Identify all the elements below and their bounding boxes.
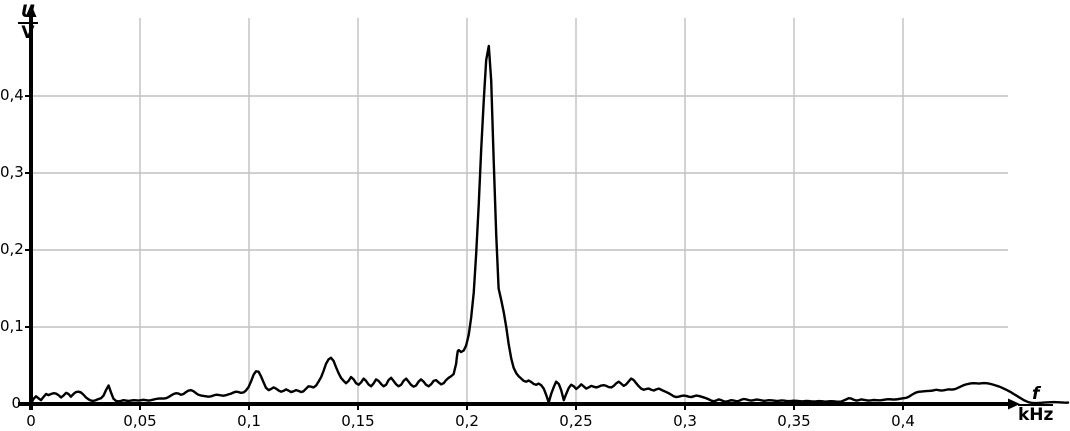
y-axis-label: U V: [18, 4, 38, 42]
x-axis-label: f kHz: [1018, 386, 1054, 425]
y-axis-label-denominator: V: [21, 23, 35, 43]
x-axis-arrow-icon: [1008, 398, 1020, 410]
x-tick-label: 0,15: [341, 412, 375, 430]
x-axis-label-denominator: kHz: [1018, 405, 1054, 425]
gridlines-group: [31, 18, 1008, 404]
y-tick-label: 0,2: [0, 240, 24, 258]
axes-group: [18, 4, 1020, 410]
x-tick-label: 0,1: [237, 412, 261, 430]
x-tick-label: 0,05: [123, 412, 157, 430]
y-tick-label: 0: [11, 394, 21, 412]
y-tick-label: 0,1: [0, 317, 24, 335]
y-axis-label-numerator: U: [18, 4, 38, 24]
x-tick-label: 0: [26, 412, 36, 430]
y-tick-label: 0,3: [0, 163, 24, 181]
x-tick-label: 0,35: [777, 412, 811, 430]
x-tick-label: 0,25: [559, 412, 593, 430]
x-tick-label: 0,4: [891, 412, 915, 430]
y-axis-arrow-icon: [25, 4, 37, 17]
x-axis-label-numerator: f: [1018, 386, 1054, 406]
x-tick-label: 0,3: [673, 412, 697, 430]
x-tick-label: 0,2: [455, 412, 479, 430]
y-tick-label: 0,4: [0, 86, 24, 104]
spectrum-data-line: [29, 44, 1070, 406]
